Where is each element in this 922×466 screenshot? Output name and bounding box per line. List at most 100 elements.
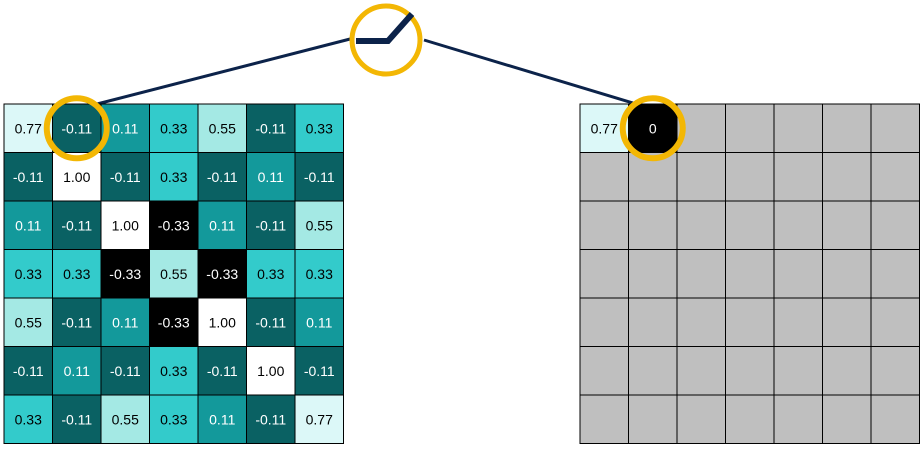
input-cell xyxy=(197,152,247,202)
output-cell xyxy=(579,346,629,396)
input-cell-value: 0.77 xyxy=(15,120,42,136)
input-cell xyxy=(294,394,344,444)
input-cell xyxy=(3,249,53,299)
relu-to-output-line xyxy=(423,38,637,106)
output-cell xyxy=(822,346,872,396)
input-cell-value: 0.55 xyxy=(306,217,333,233)
input-cell xyxy=(246,103,296,153)
input-cell-value: 0.33 xyxy=(257,266,284,282)
input-cell xyxy=(149,103,199,153)
output-cell-value: 0.77 xyxy=(591,120,618,136)
output-cell xyxy=(579,249,629,299)
input-cell xyxy=(246,346,296,396)
output-cell xyxy=(870,346,920,396)
input-cell-value: 0.55 xyxy=(160,266,187,282)
input-cell xyxy=(100,394,150,444)
output-cell xyxy=(628,103,678,153)
input-cell xyxy=(3,200,53,250)
input-highlight-ring xyxy=(43,95,110,162)
input-cell-value: 0.33 xyxy=(15,266,42,282)
input-cell-value: -0.11 xyxy=(61,120,92,136)
relu-icon xyxy=(349,3,423,77)
output-cell xyxy=(870,249,920,299)
input-cell xyxy=(52,297,102,347)
input-cell-value: 0.11 xyxy=(112,120,138,136)
output-cell xyxy=(870,297,920,347)
input-cell xyxy=(197,346,247,396)
output-cell xyxy=(773,297,823,347)
input-cell-value: -0.11 xyxy=(255,314,286,330)
input-cell-value: 0.33 xyxy=(160,411,187,427)
input-cell xyxy=(100,249,150,299)
input-cell-value: -0.11 xyxy=(207,363,238,379)
output-cell xyxy=(676,394,726,444)
output-cell-value: 0 xyxy=(649,120,657,136)
output-cell xyxy=(773,249,823,299)
input-cell-value: -0.11 xyxy=(61,411,92,427)
input-to-relu-line xyxy=(96,36,355,106)
input-cell-value: 0.77 xyxy=(306,411,333,427)
input-cell xyxy=(294,297,344,347)
input-cell-value: 1.00 xyxy=(257,363,284,379)
relu-curve-icon xyxy=(356,12,415,44)
output-cell xyxy=(870,200,920,250)
input-cell xyxy=(52,249,102,299)
input-cell-value: -0.33 xyxy=(109,266,141,282)
input-cell xyxy=(149,200,199,250)
input-cell xyxy=(100,200,150,250)
input-cell-value: 0.33 xyxy=(160,120,187,136)
input-cell-value: 0.33 xyxy=(63,266,90,282)
input-cell-value: -0.11 xyxy=(13,363,44,379)
input-cell-value: 0.11 xyxy=(306,314,332,330)
input-cell-value: 0.55 xyxy=(15,314,42,330)
output-cell xyxy=(822,152,872,202)
output-cell xyxy=(822,394,872,444)
input-cell-value: -0.11 xyxy=(255,411,286,427)
input-cell-value: 0.33 xyxy=(160,363,187,379)
output-cell xyxy=(676,200,726,250)
input-cell-value: -0.11 xyxy=(207,169,238,185)
output-cell xyxy=(870,152,920,202)
output-cell xyxy=(822,200,872,250)
output-cell xyxy=(773,152,823,202)
output-cell xyxy=(773,103,823,153)
input-feature-map-grid: 0.77 -0.11 0.11 0.33 0.55 -0.11 0.33 -0.11 1.00 -… xyxy=(3,103,344,444)
input-cell-value: -0.33 xyxy=(206,266,238,282)
input-cell-value: -0.33 xyxy=(158,217,190,233)
input-cell-value: 0.11 xyxy=(258,169,284,185)
output-cell xyxy=(773,346,823,396)
output-cell xyxy=(725,249,775,299)
input-cell xyxy=(52,103,102,153)
input-cell-value: 0.33 xyxy=(15,411,42,427)
output-cell xyxy=(870,394,920,444)
input-cell xyxy=(246,249,296,299)
output-cell xyxy=(628,394,678,444)
output-cell xyxy=(676,297,726,347)
input-cell xyxy=(52,200,102,250)
output-cell xyxy=(628,200,678,250)
input-cell-value: 0.11 xyxy=(209,411,235,427)
input-cell-value: -0.11 xyxy=(61,314,92,330)
input-cell-value: 0.11 xyxy=(209,217,235,233)
input-cell-value: 0.11 xyxy=(15,217,41,233)
input-cell-value: 0.11 xyxy=(64,363,90,379)
output-feature-map-grid: 0.77 0 xyxy=(579,103,920,444)
input-cell xyxy=(294,103,344,153)
input-cell xyxy=(246,200,296,250)
input-cell xyxy=(100,346,150,396)
input-cell-value: 0.11 xyxy=(112,314,138,330)
input-cell xyxy=(197,297,247,347)
input-cell xyxy=(294,200,344,250)
input-cell-value: -0.11 xyxy=(110,169,141,185)
input-cell xyxy=(294,346,344,396)
output-cell xyxy=(822,297,872,347)
input-cell xyxy=(149,394,199,444)
input-cell-value: 1.00 xyxy=(209,314,236,330)
output-cell xyxy=(579,200,629,250)
output-cell xyxy=(676,249,726,299)
output-cell xyxy=(773,394,823,444)
output-cell xyxy=(579,152,629,202)
input-cell-value: -0.11 xyxy=(61,217,92,233)
highlight-rings xyxy=(43,95,686,162)
output-highlight-ring xyxy=(619,95,686,162)
